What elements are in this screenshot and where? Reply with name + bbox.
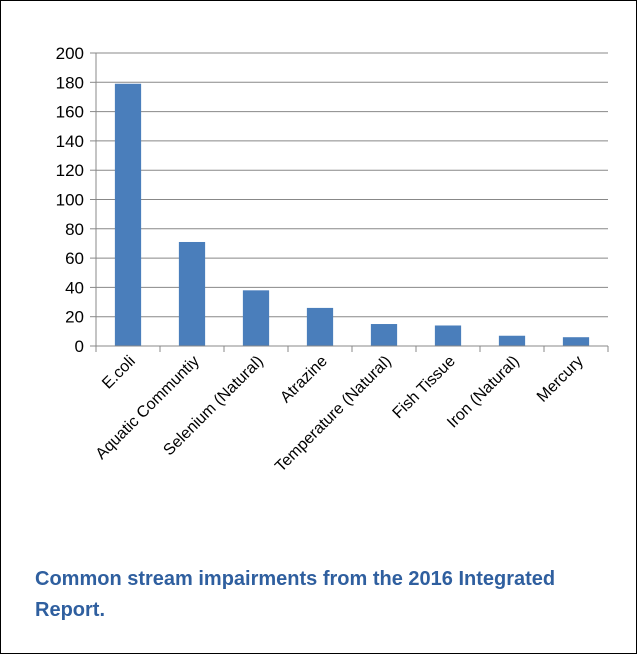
y-tick-label: 20 bbox=[65, 308, 84, 327]
y-tick-label: 60 bbox=[65, 249, 84, 268]
bar bbox=[434, 325, 462, 346]
bar bbox=[370, 324, 398, 346]
gridlines bbox=[96, 52, 608, 318]
axes bbox=[90, 52, 609, 352]
y-tick-label: 80 bbox=[65, 220, 84, 239]
y-tick-label: 180 bbox=[56, 73, 84, 92]
x-tick-label: Atrazine bbox=[277, 353, 331, 407]
x-tick-label: Fish Tissue bbox=[390, 353, 459, 422]
y-tick-label: 40 bbox=[65, 278, 84, 297]
bar-chart: 0 20 40 60 80 100 120 140 160 180 200 E.coliAquati… bbox=[56, 44, 609, 476]
y-tick-labels: 0 20 40 60 80 100 120 140 160 180 200 bbox=[56, 44, 84, 356]
bars bbox=[114, 83, 590, 346]
x-tick-label: E.coli bbox=[99, 353, 139, 393]
x-tick-label: Mercury bbox=[534, 353, 587, 406]
y-tick-label: 100 bbox=[56, 191, 84, 210]
bar bbox=[178, 241, 206, 346]
x-tick-label: Temperature (Natural) bbox=[272, 353, 395, 476]
bar bbox=[114, 83, 142, 346]
figure-caption: Common stream impairments from the 2016 … bbox=[35, 568, 556, 621]
y-tick-label: 160 bbox=[56, 103, 84, 122]
bar bbox=[242, 290, 270, 346]
y-tick-label: 0 bbox=[75, 337, 84, 356]
bar bbox=[562, 337, 590, 346]
bar bbox=[306, 307, 334, 346]
y-tick-label: 140 bbox=[56, 132, 84, 151]
bar bbox=[498, 335, 526, 346]
y-tick-label: 120 bbox=[56, 161, 84, 180]
y-tick-label: 200 bbox=[56, 44, 84, 63]
